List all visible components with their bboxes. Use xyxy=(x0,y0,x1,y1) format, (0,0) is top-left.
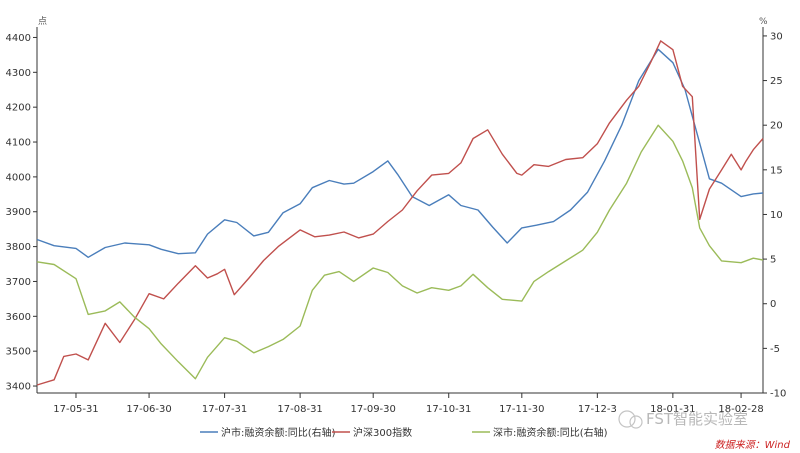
wechat-icon-bubble xyxy=(629,415,643,429)
data-source-note: 数据来源：Wind xyxy=(715,439,791,451)
series-line-sh-margin-yoy xyxy=(36,48,764,258)
legend-label-sz-margin: 深市:融资余额:同比(右轴) xyxy=(493,426,608,439)
watermark-text: FST智能实验室 xyxy=(646,410,748,428)
x-tick-label: 17-05-31 xyxy=(53,404,98,415)
x-axis-ticks: 17-05-31 17-06-30 17-07-31 17-08-31 17-09-30… xyxy=(53,393,764,415)
left-tick-label: 3400 xyxy=(6,382,31,393)
x-tick-label: 17-06-30 xyxy=(126,404,171,415)
left-tick-label: 4100 xyxy=(6,138,31,149)
left-tick-label: 3500 xyxy=(6,347,31,358)
right-tick-label: -10 xyxy=(770,389,786,400)
wechat-icon xyxy=(618,410,636,428)
left-tick-label: 4000 xyxy=(6,172,31,183)
x-tick-label: 18-01-31 xyxy=(650,404,695,415)
right-tick-label: 30 xyxy=(770,31,783,42)
x-tick-label: 17-10-31 xyxy=(426,404,471,415)
x-tick-label: 18-02-28 xyxy=(718,404,763,415)
series-lines xyxy=(36,40,764,386)
legend-label-sh-margin: 沪市:融资余额:同比(右轴) xyxy=(221,426,336,439)
right-tick-label: 15 xyxy=(770,165,783,176)
x-tick-label: 17-11-30 xyxy=(499,404,544,415)
left-tick-label: 4200 xyxy=(6,103,31,114)
right-tick-label: 10 xyxy=(770,210,783,221)
right-axis-ticks: -10 -5 0 5 10 15 20 25 30 xyxy=(763,31,786,400)
right-axis-unit: % xyxy=(759,17,768,27)
right-tick-label: 0 xyxy=(770,299,776,310)
right-tick-label: 5 xyxy=(770,255,776,266)
left-axis-ticks: 3400 3500 3600 3700 3800 3900 4000 4100 4200 4300… xyxy=(6,33,37,393)
left-tick-label: 4400 xyxy=(6,33,31,44)
left-tick-label: 3800 xyxy=(6,242,31,253)
watermark-logo: FST智能实验室 xyxy=(618,410,748,429)
left-tick-label: 3700 xyxy=(6,277,31,288)
x-tick-label: 17-09-30 xyxy=(351,404,396,415)
left-tick-label: 3900 xyxy=(6,207,31,218)
left-tick-label: 4300 xyxy=(6,68,31,79)
series-line-sz-margin-yoy xyxy=(36,124,764,380)
x-tick-label: 17-07-31 xyxy=(202,404,247,415)
left-tick-label: 3600 xyxy=(6,312,31,323)
right-tick-label: 20 xyxy=(770,121,783,132)
left-axis-unit: 点 xyxy=(38,16,47,27)
right-tick-label: -5 xyxy=(770,344,780,355)
x-tick-label: 17-08-31 xyxy=(277,404,322,415)
series-line-hs300-index xyxy=(36,40,764,386)
axes xyxy=(36,27,764,394)
legend: 沪市:融资余额:同比(右轴) 沪深300指数 深市:融资余额:同比(右轴) xyxy=(200,426,608,439)
legend-label-hs300: 沪深300指数 xyxy=(353,426,412,439)
right-tick-label: 25 xyxy=(770,76,783,87)
x-tick-label: 17-12-3 xyxy=(578,404,617,415)
